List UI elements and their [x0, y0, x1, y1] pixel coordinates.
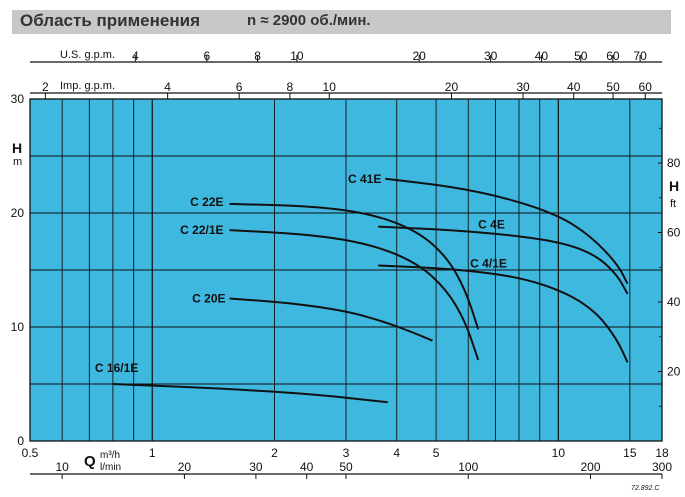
m3h-tick-label: 2 — [271, 446, 278, 460]
lmin-tick-label: 50 — [339, 460, 353, 474]
us-gpm-tick-label: 10 — [290, 49, 304, 63]
imp-gpm-tick-label: 50 — [606, 80, 620, 94]
m3h-tick-label: 18 — [655, 446, 669, 460]
us-gpm-tick-label: 70 — [633, 49, 647, 63]
imp-gpm-label: Imp. g.p.m. — [60, 80, 115, 92]
lmin-tick-label: 40 — [300, 460, 314, 474]
y-tick-label-ft: 20 — [667, 365, 681, 379]
us-gpm-label: U.S. g.p.m. — [60, 49, 115, 61]
us-gpm-tick-label: 20 — [412, 49, 426, 63]
imp-gpm-tick-label: 10 — [323, 80, 337, 94]
m3h-tick-label: 5 — [433, 446, 440, 460]
y-tick-label-ft: 40 — [667, 295, 681, 309]
us-gpm-tick-label: 60 — [606, 49, 620, 63]
curve-c-22-1e — [229, 229, 480, 361]
imp-gpm-tick-label: 2 — [42, 80, 49, 94]
series-label-c-22-1e: C 22/1E — [180, 223, 223, 237]
lmin-tick-label: 20 — [178, 460, 192, 474]
series-label-c-4-1e: C 4/1E — [470, 256, 507, 270]
curve-c-22e — [229, 202, 480, 330]
m3h-tick-label: 0.5 — [22, 446, 39, 460]
us-gpm-tick-label: 30 — [484, 49, 498, 63]
m3h-tick-label: 1 — [149, 446, 156, 460]
h-left-label: H — [12, 140, 22, 156]
title-bar: Область применения n ≈ 2900 об./мин. — [12, 10, 671, 34]
imp-gpm-tick-label: 60 — [639, 80, 653, 94]
y-tick-label-m: 0 — [17, 434, 24, 448]
y-tick-label-m: 10 — [11, 320, 25, 334]
series-label-c-20e: C 20E — [192, 292, 225, 306]
curve-c-4e — [378, 225, 629, 295]
q-label: Q — [84, 453, 96, 470]
imp-gpm-tick-label: 6 — [236, 80, 243, 94]
plot-border — [29, 98, 663, 442]
series-label-c-22e: C 22E — [190, 195, 223, 209]
lmin-tick-label: 30 — [249, 460, 263, 474]
y-tick-label-m: 20 — [11, 206, 25, 220]
us-gpm-tick-label: 8 — [254, 49, 261, 63]
m3h-tick-label: 3 — [343, 446, 350, 460]
footnote: 72.892.C — [631, 485, 660, 492]
us-gpm-tick-label: 40 — [535, 49, 549, 63]
y-tick-label-ft: 60 — [667, 226, 681, 240]
us-gpm-tick-label: 6 — [203, 49, 210, 63]
m3h-tick-label: 10 — [552, 446, 566, 460]
lmin-tick-label: 300 — [652, 460, 672, 474]
imp-gpm-tick-label: 30 — [516, 80, 530, 94]
lmin-tick-label: 10 — [55, 460, 69, 474]
q-unit-m3h: m³/h — [100, 450, 120, 461]
lmin-tick-label: 100 — [458, 460, 478, 474]
imp-gpm-tick-label: 4 — [164, 80, 171, 94]
imp-gpm-tick-label: 40 — [567, 80, 581, 94]
h-right-unit: ft — [670, 198, 676, 210]
lmin-tick-label: 200 — [580, 460, 600, 474]
curve-c-16-1e — [112, 383, 388, 404]
y-tick-label-ft: 80 — [667, 156, 681, 170]
us-gpm-tick-label: 4 — [132, 49, 139, 63]
speed-label: n ≈ 2900 об./мин. — [247, 12, 371, 29]
y-tick-label-m: 30 — [11, 92, 25, 106]
curve-c-4-1e — [378, 264, 629, 363]
curve-c-41e — [385, 177, 629, 285]
series-label-c-4e: C 4E — [478, 218, 505, 232]
q-unit-lmin: l/min — [100, 462, 121, 473]
h-right-label: H — [669, 178, 679, 194]
series-label-c-16-1e: C 16/1E — [95, 361, 138, 375]
m3h-tick-label: 15 — [623, 446, 637, 460]
h-left-unit: m — [13, 156, 22, 168]
curve-c-20e — [229, 297, 433, 342]
series-label-c-41e: C 41E — [348, 172, 381, 186]
us-gpm-tick-label: 50 — [574, 49, 588, 63]
imp-gpm-tick-label: 20 — [445, 80, 459, 94]
page-title: Область применения — [20, 11, 201, 30]
imp-gpm-tick-label: 8 — [287, 80, 294, 94]
m3h-tick-label: 4 — [393, 446, 400, 460]
